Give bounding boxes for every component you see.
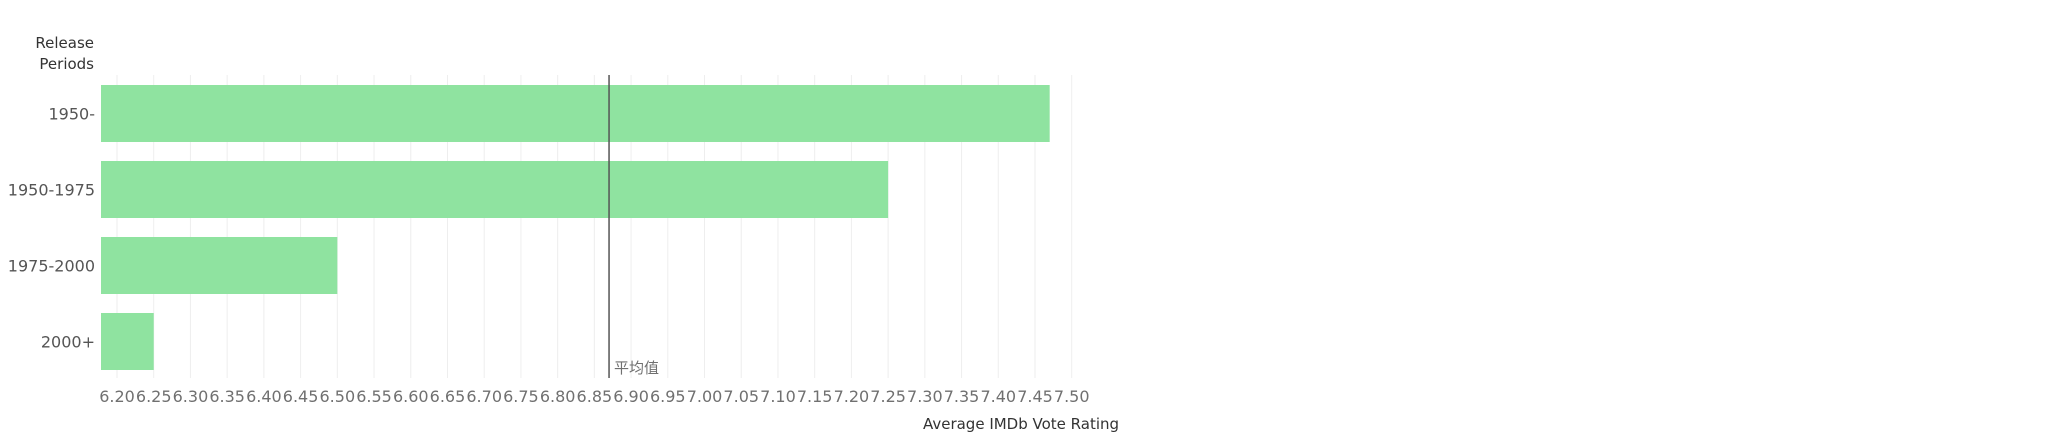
average-reference-label: 平均值 [614,359,659,377]
x-tick-label: 7.30 [907,387,943,406]
x-tick-label: 6.70 [466,387,502,406]
x-tick-label: 7.25 [870,387,906,406]
y-axis-title: Release Periods [35,34,94,73]
x-tick-label: 6.30 [173,387,209,406]
bar-1950-[interactable] [101,85,1050,142]
x-tick-label: 6.85 [577,387,613,406]
x-axis-ticks: 6.20 6.25 6.30 6.35 6.40 6.45 6.50 6.55 6.60 6.65… [99,387,1089,406]
y-axis-title-line: Periods [39,55,94,73]
x-tick-label: 7.50 [1054,387,1090,406]
bar-layer [101,85,1050,370]
x-tick-label: 6.50 [320,387,356,406]
category-label: 1975-2000 [8,257,95,276]
x-tick-label: 7.20 [834,387,870,406]
x-tick-label: 6.35 [209,387,245,406]
x-tick-label: 7.40 [980,387,1016,406]
bar-2000+[interactable] [101,313,154,370]
x-tick-label: 7.35 [944,387,980,406]
x-tick-label: 7.00 [687,387,723,406]
x-tick-label: 6.55 [356,387,392,406]
reference-line-layer: 平均值 [608,75,659,378]
x-tick-label: 6.95 [650,387,686,406]
x-axis-title: Average IMDb Vote Rating [923,415,1119,433]
bar-1950-1975[interactable] [101,161,889,218]
category-label: 1950-1975 [8,181,95,200]
bar-1975-2000[interactable] [101,237,338,294]
y-axis-categories: 1950- 1950-1975 1975-2000 2000+ [8,105,95,352]
x-tick-label: 6.20 [99,387,135,406]
x-tick-label: 6.25 [136,387,172,406]
x-tick-label: 6.90 [613,387,649,406]
x-tick-label: 7.10 [760,387,796,406]
x-tick-label: 6.40 [246,387,282,406]
x-tick-label: 6.75 [503,387,539,406]
x-tick-label: 7.45 [1017,387,1053,406]
y-axis-title-line: Release [35,34,94,52]
category-label: 2000+ [41,333,95,352]
x-tick-label: 7.15 [797,387,833,406]
x-tick-label: 6.60 [393,387,429,406]
x-tick-label: 7.05 [723,387,759,406]
x-tick-label: 6.45 [283,387,319,406]
category-label: 1950- [49,105,96,124]
x-tick-label: 6.65 [430,387,466,406]
x-tick-label: 6.80 [540,387,576,406]
